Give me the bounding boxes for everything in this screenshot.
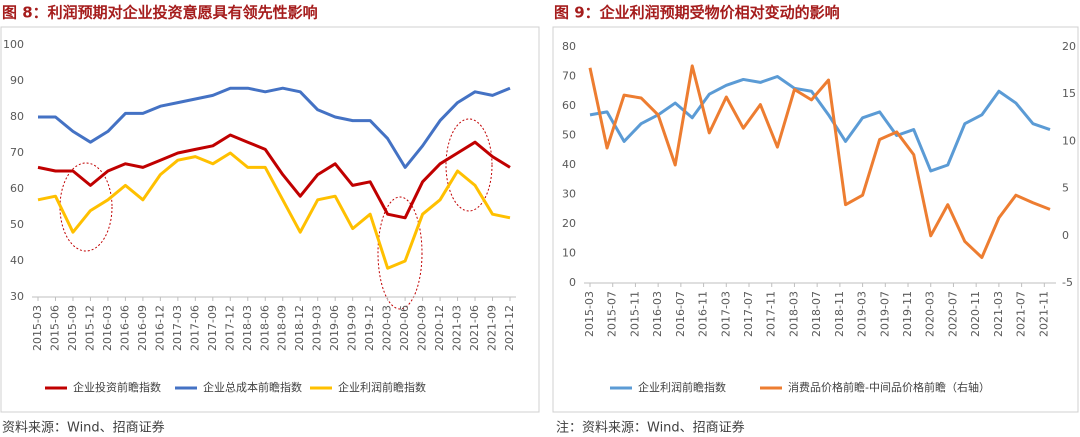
chart-frame — [0, 26, 540, 413]
x-tick-label: 2021-12 — [503, 305, 516, 351]
highlight-ellipse — [377, 196, 423, 310]
y-tick-label: 50 — [10, 218, 24, 231]
legend-label: 企业利润前瞻指数 — [338, 380, 426, 394]
y2-tick-label: 10 — [1062, 134, 1076, 147]
x-tick-label: 2015-03 — [583, 291, 596, 337]
x-tick-label: 2018-11 — [833, 291, 846, 337]
x-tick-label: 2016-03 — [101, 305, 114, 351]
y-tick-label: 90 — [10, 74, 24, 87]
legend-label: 消费品价格前瞻-中间品价格前瞻（右轴） — [788, 380, 990, 394]
x-tick-label: 2019-12 — [363, 305, 376, 351]
x-tick-label: 2019-09 — [346, 305, 359, 351]
x-tick-label: 2018-09 — [276, 305, 289, 351]
series-line — [588, 64, 1051, 260]
y2-tick-label: 5 — [1062, 182, 1069, 195]
y-tick-label: 100 — [3, 38, 24, 51]
x-tick-label: 2020-07 — [946, 291, 959, 337]
x-tick-label: 2019-06 — [328, 305, 341, 351]
y2-tick-label: 20 — [1062, 40, 1076, 53]
x-tick-label: 2018-06 — [258, 305, 271, 351]
x-tick-label: 2021-03 — [451, 305, 464, 351]
series-line — [38, 86, 511, 169]
x-tick-label: 2016-07 — [674, 291, 687, 337]
x-tick-label: 2019-03 — [311, 305, 324, 351]
y-tick-label: 60 — [10, 182, 24, 195]
y-tick-label: 20 — [562, 217, 576, 230]
y-tick-label: 80 — [10, 110, 24, 123]
x-tick-label: 2017-03 — [171, 305, 184, 351]
y2-tick-label: 0 — [1062, 229, 1069, 242]
x-tick-label: 2017-06 — [188, 305, 201, 351]
source-note: 注：资料来源：Wind、招商证券 — [556, 420, 745, 436]
x-tick-label: 2018-07 — [810, 291, 823, 337]
x-tick-label: 2021-03 — [992, 291, 1005, 337]
x-tick-label: 2021-06 — [468, 305, 481, 351]
y-tick-label: 30 — [10, 290, 24, 303]
x-tick-label: 2019-07 — [878, 291, 891, 337]
x-tick-label: 2016-03 — [651, 291, 664, 337]
legend-label: 企业投资前瞻指数 — [73, 380, 161, 394]
x-tick-label: 2015-03 — [31, 305, 44, 351]
x-tick-label: 2017-11 — [765, 291, 778, 337]
x-tick-label: 2016-06 — [118, 305, 131, 351]
source-note: 资料来源：Wind、招商证券 — [2, 420, 165, 436]
highlight-ellipse — [445, 118, 493, 212]
x-tick-label: 2016-12 — [153, 305, 166, 351]
series-line — [37, 133, 511, 220]
y-tick-label: 10 — [562, 247, 576, 260]
x-tick-label: 2015-12 — [83, 305, 96, 351]
y-tick-label: 40 — [10, 254, 24, 267]
chart-title: 图 8：利润预期对企业投资意愿具有领先性影响 — [2, 4, 318, 22]
x-tick-label: 2020-11 — [969, 291, 982, 337]
x-tick-label: 2020-06 — [398, 305, 411, 351]
x-tick-label: 2020-03 — [381, 305, 394, 351]
chart-title: 图 9：企业利润预期受物价相对变动的影响 — [554, 4, 840, 22]
x-tick-label: 2018-12 — [293, 305, 306, 351]
x-tick-label: 2020-03 — [924, 291, 937, 337]
legend-label: 企业利润前瞻指数 — [638, 380, 726, 394]
x-tick-label: 2017-12 — [223, 305, 236, 351]
series-line — [589, 75, 1051, 173]
x-tick-label: 2015-11 — [628, 291, 641, 337]
chart-frame — [552, 26, 1079, 413]
y-tick-label: 0 — [569, 276, 576, 289]
x-tick-label: 2021-09 — [486, 305, 499, 351]
x-tick-label: 2015-06 — [48, 305, 61, 351]
y-tick-label: 40 — [562, 158, 576, 171]
y-tick-label: 60 — [562, 99, 576, 112]
y-tick-label: 80 — [562, 40, 576, 53]
x-tick-label: 2018-03 — [241, 305, 254, 351]
x-tick-label: 2019-03 — [856, 291, 869, 337]
x-tick-label: 2018-03 — [787, 291, 800, 337]
y2-tick-label: -5 — [1062, 276, 1073, 289]
x-tick-label: 2019-11 — [901, 291, 914, 337]
x-tick-label: 2017-09 — [206, 305, 219, 351]
x-tick-label: 2016-11 — [697, 291, 710, 337]
legend-label: 企业总成本前瞻指数 — [203, 380, 302, 394]
y2-tick-label: 15 — [1062, 87, 1076, 100]
x-tick-label: 2017-03 — [719, 291, 732, 337]
y-tick-label: 30 — [562, 188, 576, 201]
x-tick-label: 2015-07 — [606, 291, 619, 337]
x-tick-label: 2020-09 — [416, 305, 429, 351]
y-tick-label: 70 — [10, 146, 24, 159]
x-tick-label: 2021-11 — [1037, 291, 1050, 337]
y-tick-label: 70 — [562, 70, 576, 83]
y-tick-label: 50 — [562, 129, 576, 142]
highlight-ellipse — [59, 162, 113, 252]
x-tick-label: 2017-07 — [742, 291, 755, 337]
x-tick-label: 2015-09 — [66, 305, 79, 351]
x-tick-label: 2020-12 — [433, 305, 446, 351]
series-line — [37, 151, 511, 270]
x-tick-label: 2016-09 — [136, 305, 149, 351]
x-tick-label: 2021-07 — [1015, 291, 1028, 337]
